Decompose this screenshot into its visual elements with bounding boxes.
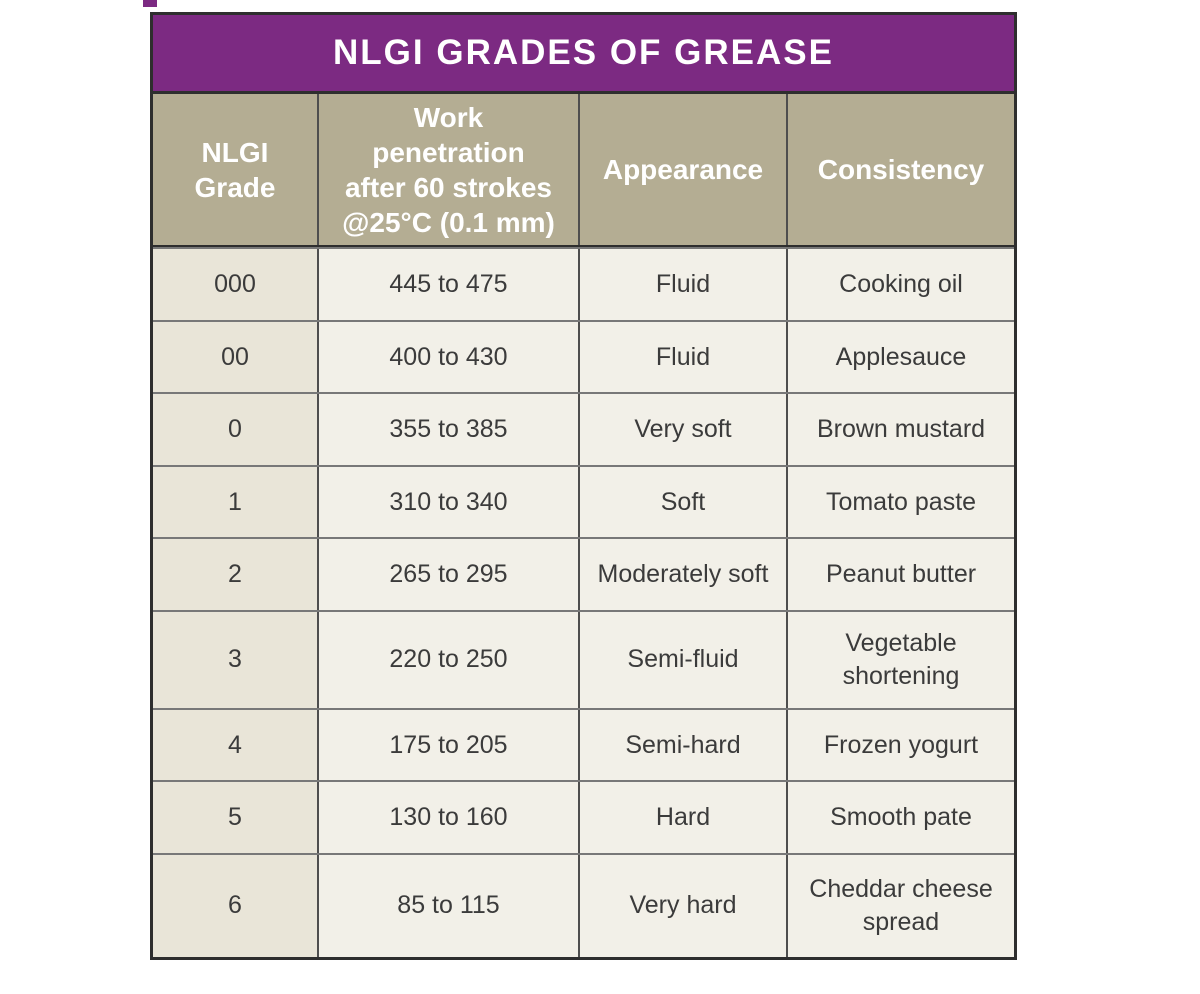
consistency-cell: Cooking oil [786, 249, 1014, 320]
consistency-cell: Frozen yogurt [786, 709, 1014, 780]
consistency-cell: Vegetable shortening [786, 611, 1014, 708]
nlgi-grease-table: NLGI GRADES OF GREASE NLGI Grade Work pe… [150, 12, 1017, 960]
penetration-cell: 175 to 205 [317, 709, 578, 780]
table-row: 3 220 to 250 Semi-fluid Vegetable shorte… [153, 609, 1014, 708]
table-row: 5 130 to 160 Hard Smooth pate [153, 780, 1014, 853]
appearance-cell: Very hard [578, 854, 786, 957]
consistency-cell: Applesauce [786, 321, 1014, 392]
table-title: NLGI GRADES OF GREASE [153, 15, 1014, 94]
penetration-cell: 265 to 295 [317, 539, 578, 610]
grade-cell: 6 [153, 854, 317, 957]
penetration-cell: 130 to 160 [317, 782, 578, 853]
penetration-cell: 400 to 430 [317, 321, 578, 392]
appearance-cell: Semi-hard [578, 709, 786, 780]
table-row: 6 85 to 115 Very hard Cheddar cheese spr… [153, 852, 1014, 957]
table-row: 1 310 to 340 Soft Tomato paste [153, 464, 1014, 537]
penetration-cell: 310 to 340 [317, 466, 578, 537]
grade-cell: 000 [153, 249, 317, 320]
appearance-cell: Moderately soft [578, 539, 786, 610]
table-row: 4 175 to 205 Semi-hard Frozen yogurt [153, 707, 1014, 780]
table-header-row: NLGI Grade Work penetration after 60 str… [153, 94, 1014, 247]
grade-cell: 5 [153, 782, 317, 853]
grade-cell: 4 [153, 709, 317, 780]
appearance-cell: Soft [578, 466, 786, 537]
grade-cell: 00 [153, 321, 317, 392]
table-row: 0 355 to 385 Very soft Brown mustard [153, 392, 1014, 465]
header-consistency: Consistency [786, 94, 1014, 245]
header-nlgi-grade: NLGI Grade [153, 94, 317, 245]
grade-cell: 2 [153, 539, 317, 610]
appearance-cell: Hard [578, 782, 786, 853]
appearance-cell: Fluid [578, 249, 786, 320]
grade-cell: 0 [153, 394, 317, 465]
consistency-cell: Tomato paste [786, 466, 1014, 537]
penetration-cell: 445 to 475 [317, 249, 578, 320]
grade-cell: 1 [153, 466, 317, 537]
header-work-penetration: Work penetration after 60 strokes @25°C … [317, 94, 578, 245]
appearance-cell: Very soft [578, 394, 786, 465]
appearance-cell: Semi-fluid [578, 611, 786, 708]
consistency-cell: Smooth pate [786, 782, 1014, 853]
penetration-cell: 85 to 115 [317, 854, 578, 957]
penetration-cell: 355 to 385 [317, 394, 578, 465]
penetration-cell: 220 to 250 [317, 611, 578, 708]
appearance-cell: Fluid [578, 321, 786, 392]
grade-cell: 3 [153, 611, 317, 708]
header-appearance: Appearance [578, 94, 786, 245]
table-row: 000 445 to 475 Fluid Cooking oil [153, 247, 1014, 320]
consistency-cell: Peanut butter [786, 539, 1014, 610]
consistency-cell: Cheddar cheese spread [786, 854, 1014, 957]
table-row: 00 400 to 430 Fluid Applesauce [153, 319, 1014, 392]
crop-artifact [143, 0, 157, 7]
consistency-cell: Brown mustard [786, 394, 1014, 465]
table-row: 2 265 to 295 Moderately soft Peanut butt… [153, 537, 1014, 610]
